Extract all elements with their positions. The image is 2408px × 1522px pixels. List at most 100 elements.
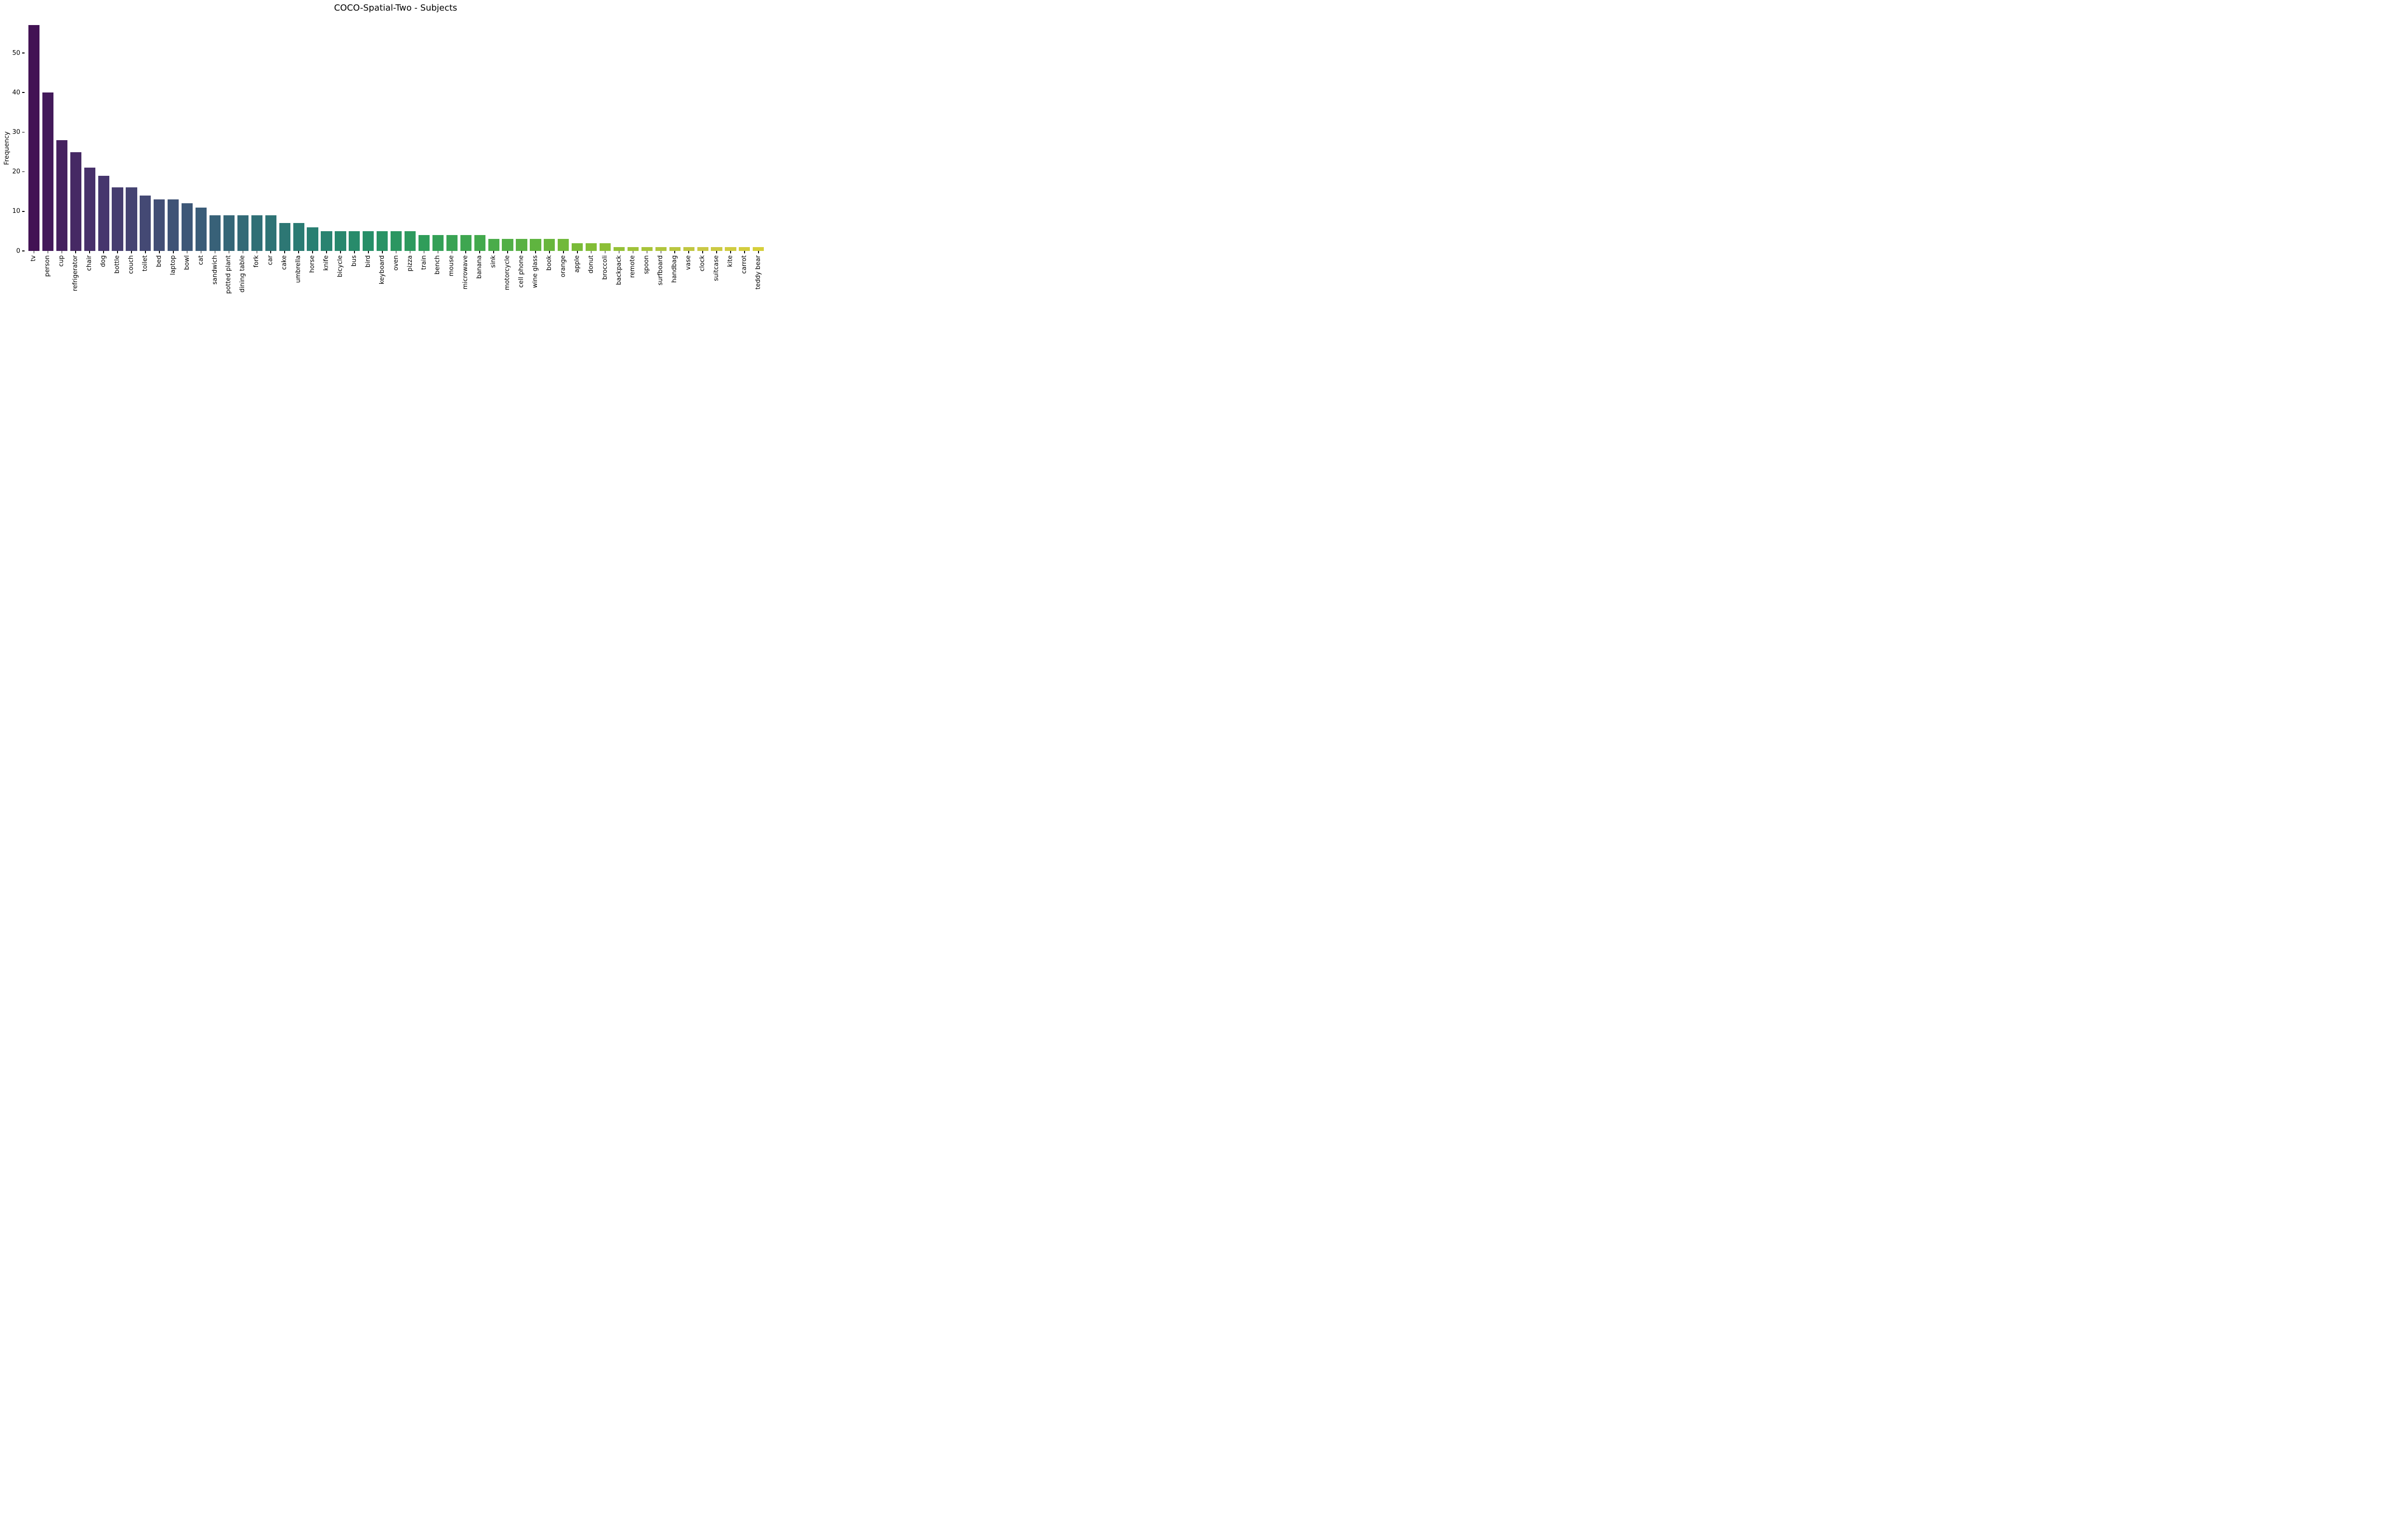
x-tick-mark	[214, 251, 216, 253]
x-tick-mark	[326, 251, 327, 253]
x-tick-label: teddy bear	[754, 255, 762, 289]
x-tick-label: cell phone	[518, 255, 525, 288]
bar	[474, 235, 485, 251]
x-tick-label: kite	[726, 255, 734, 267]
bar	[669, 247, 681, 251]
x-tick-mark	[590, 251, 592, 253]
y-tick-label: 30	[12, 128, 20, 136]
bar	[140, 195, 151, 251]
x-tick-label: backpack	[615, 255, 623, 285]
x-tick-mark	[131, 251, 132, 253]
bar	[572, 243, 583, 251]
x-tick-mark	[284, 251, 285, 253]
x-tick-mark	[576, 251, 578, 253]
bar	[98, 175, 109, 251]
x-tick-mark	[159, 251, 160, 253]
x-tick-mark	[535, 251, 536, 253]
x-tick-mark	[758, 251, 759, 253]
x-tick-mark	[618, 251, 620, 253]
x-tick-label: laptop	[169, 255, 177, 276]
x-tick-mark	[716, 251, 717, 253]
bar	[154, 199, 165, 251]
bar	[404, 231, 416, 251]
bar	[641, 247, 653, 251]
x-tick-mark	[521, 251, 522, 253]
x-tick-label: couch	[127, 255, 135, 274]
x-tick-label: suitcase	[713, 255, 720, 281]
x-tick-label: bottle	[114, 255, 121, 274]
bar	[711, 247, 722, 251]
x-tick-mark	[604, 251, 606, 253]
x-tick-mark	[451, 251, 453, 253]
y-tick-label: 40	[12, 89, 20, 96]
x-tick-mark	[354, 251, 355, 253]
bar	[586, 243, 597, 251]
x-tick-label: vase	[685, 255, 693, 270]
x-tick-label: carrot	[740, 255, 748, 274]
x-tick-mark	[61, 251, 63, 253]
x-tick-mark	[242, 251, 244, 253]
x-tick-mark	[145, 251, 146, 253]
bar	[349, 231, 360, 251]
x-tick-label: bicycle	[336, 255, 344, 277]
x-tick-mark	[33, 251, 35, 253]
x-tick-mark	[744, 251, 745, 253]
x-tick-mark	[493, 251, 494, 253]
y-tick-label: 20	[12, 168, 20, 176]
bar	[516, 239, 527, 251]
y-tick-mark	[22, 131, 25, 133]
x-tick-mark	[200, 251, 202, 253]
x-tick-mark	[730, 251, 731, 253]
y-tick-mark	[22, 211, 25, 212]
x-tick-label: potted plant	[225, 255, 233, 294]
bar	[112, 187, 123, 251]
x-tick-mark	[340, 251, 341, 253]
x-tick-label: remote	[629, 255, 637, 278]
y-tick-mark	[22, 52, 25, 53]
x-tick-mark	[632, 251, 634, 253]
x-tick-label: broccoli	[601, 255, 609, 280]
x-tick-mark	[423, 251, 425, 253]
x-tick-label: book	[545, 255, 553, 271]
bar	[42, 92, 53, 251]
x-tick-mark	[117, 251, 118, 253]
bar	[446, 235, 458, 251]
x-tick-mark	[688, 251, 689, 253]
x-tick-label: bench	[434, 255, 442, 275]
x-tick-mark	[186, 251, 188, 253]
y-tick-label: 50	[12, 49, 20, 57]
x-tick-label: car	[267, 255, 275, 265]
x-tick-label: toilet	[141, 255, 149, 272]
bar	[627, 247, 639, 251]
x-tick-label: cake	[281, 255, 288, 270]
x-tick-mark	[270, 251, 272, 253]
x-tick-label: fork	[253, 255, 261, 268]
x-tick-label: handbag	[671, 255, 679, 283]
bar	[168, 199, 179, 251]
bar	[196, 207, 207, 251]
bar	[683, 247, 694, 251]
x-tick-mark	[75, 251, 77, 253]
bar	[363, 231, 374, 251]
x-tick-mark	[228, 251, 230, 253]
y-tick-mark	[22, 92, 25, 93]
plot-area: 0 10 20 30 40 50 tv person cup refrigerator chair d…	[0, 0, 767, 304]
x-tick-mark	[298, 251, 299, 253]
x-tick-mark	[395, 251, 397, 253]
bar	[655, 247, 667, 251]
bar	[209, 215, 221, 251]
bar	[56, 140, 67, 251]
x-tick-mark	[172, 251, 174, 253]
x-tick-label: dog	[100, 255, 107, 267]
x-tick-mark	[381, 251, 383, 253]
x-tick-mark	[563, 251, 564, 253]
x-tick-label: keyboard	[378, 255, 386, 285]
bar	[279, 223, 290, 251]
bar	[293, 223, 304, 251]
x-tick-label: train	[420, 255, 428, 270]
bar	[335, 231, 346, 251]
x-tick-mark	[312, 251, 313, 253]
x-tick-label: clock	[699, 255, 707, 272]
y-tick-label: 0	[16, 247, 20, 255]
